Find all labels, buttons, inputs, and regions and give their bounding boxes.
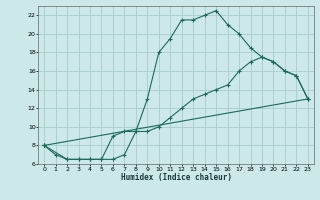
X-axis label: Humidex (Indice chaleur): Humidex (Indice chaleur) (121, 173, 231, 182)
